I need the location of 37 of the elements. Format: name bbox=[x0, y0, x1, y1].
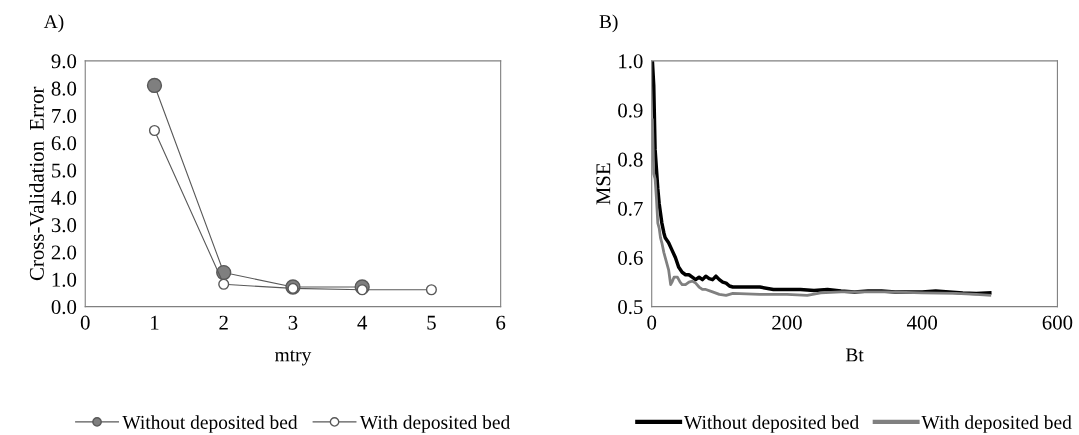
x-tick-label: 3 bbox=[288, 315, 298, 330]
y-tick-label: 0.5 bbox=[618, 300, 643, 315]
x-tick-label: 5 bbox=[427, 315, 436, 330]
x-axis-title: mtry bbox=[274, 350, 312, 366]
legend-label: With deposited bed bbox=[359, 415, 510, 433]
y-tick-label: 7.0 bbox=[52, 108, 77, 124]
chart-title: A) bbox=[43, 14, 64, 33]
x-tick-label: 200 bbox=[772, 315, 802, 330]
y-axis-title: Cross-Validation Error bbox=[29, 86, 44, 281]
legend-label: Without deposited bed bbox=[683, 415, 859, 433]
x-tick-label: 600 bbox=[1042, 315, 1073, 330]
y-tick-label: 0.9 bbox=[618, 103, 643, 118]
x-tick-label: 1 bbox=[151, 315, 159, 330]
x-tick-label: 2 bbox=[219, 315, 228, 330]
y-tick-label: 9.0 bbox=[51, 54, 77, 69]
y-tick-label: 2.0 bbox=[51, 245, 77, 260]
x-tick-label: 0 bbox=[647, 315, 657, 330]
legend-label: With deposited bed bbox=[921, 415, 1072, 433]
y-axis-title: MSE bbox=[596, 163, 611, 205]
x-tick-label: 4 bbox=[357, 315, 368, 330]
legend-label: Without deposited bed bbox=[122, 415, 298, 433]
y-tick-label: 6.0 bbox=[51, 136, 77, 151]
y-tick-label: 1.0 bbox=[52, 272, 77, 287]
y-tick-label: 0.8 bbox=[618, 152, 643, 167]
y-tick-label: 8.0 bbox=[51, 81, 77, 96]
x-tick-label: 400 bbox=[906, 315, 938, 330]
y-tick-label: 5.0 bbox=[52, 163, 77, 178]
y-tick-label: 4.0 bbox=[51, 190, 77, 205]
x-tick-label: 6 bbox=[496, 315, 506, 330]
y-tick-label: 0.6 bbox=[618, 250, 643, 266]
x-tick-label: 0 bbox=[80, 315, 90, 330]
y-tick-label: 0.0 bbox=[51, 300, 77, 315]
y-tick-label: 3.0 bbox=[51, 218, 77, 233]
x-axis-title: Bt bbox=[845, 348, 864, 362]
y-tick-label: 0.7 bbox=[618, 201, 643, 216]
chart-title: B) bbox=[599, 14, 618, 33]
y-tick-label: 1.0 bbox=[619, 54, 643, 69]
